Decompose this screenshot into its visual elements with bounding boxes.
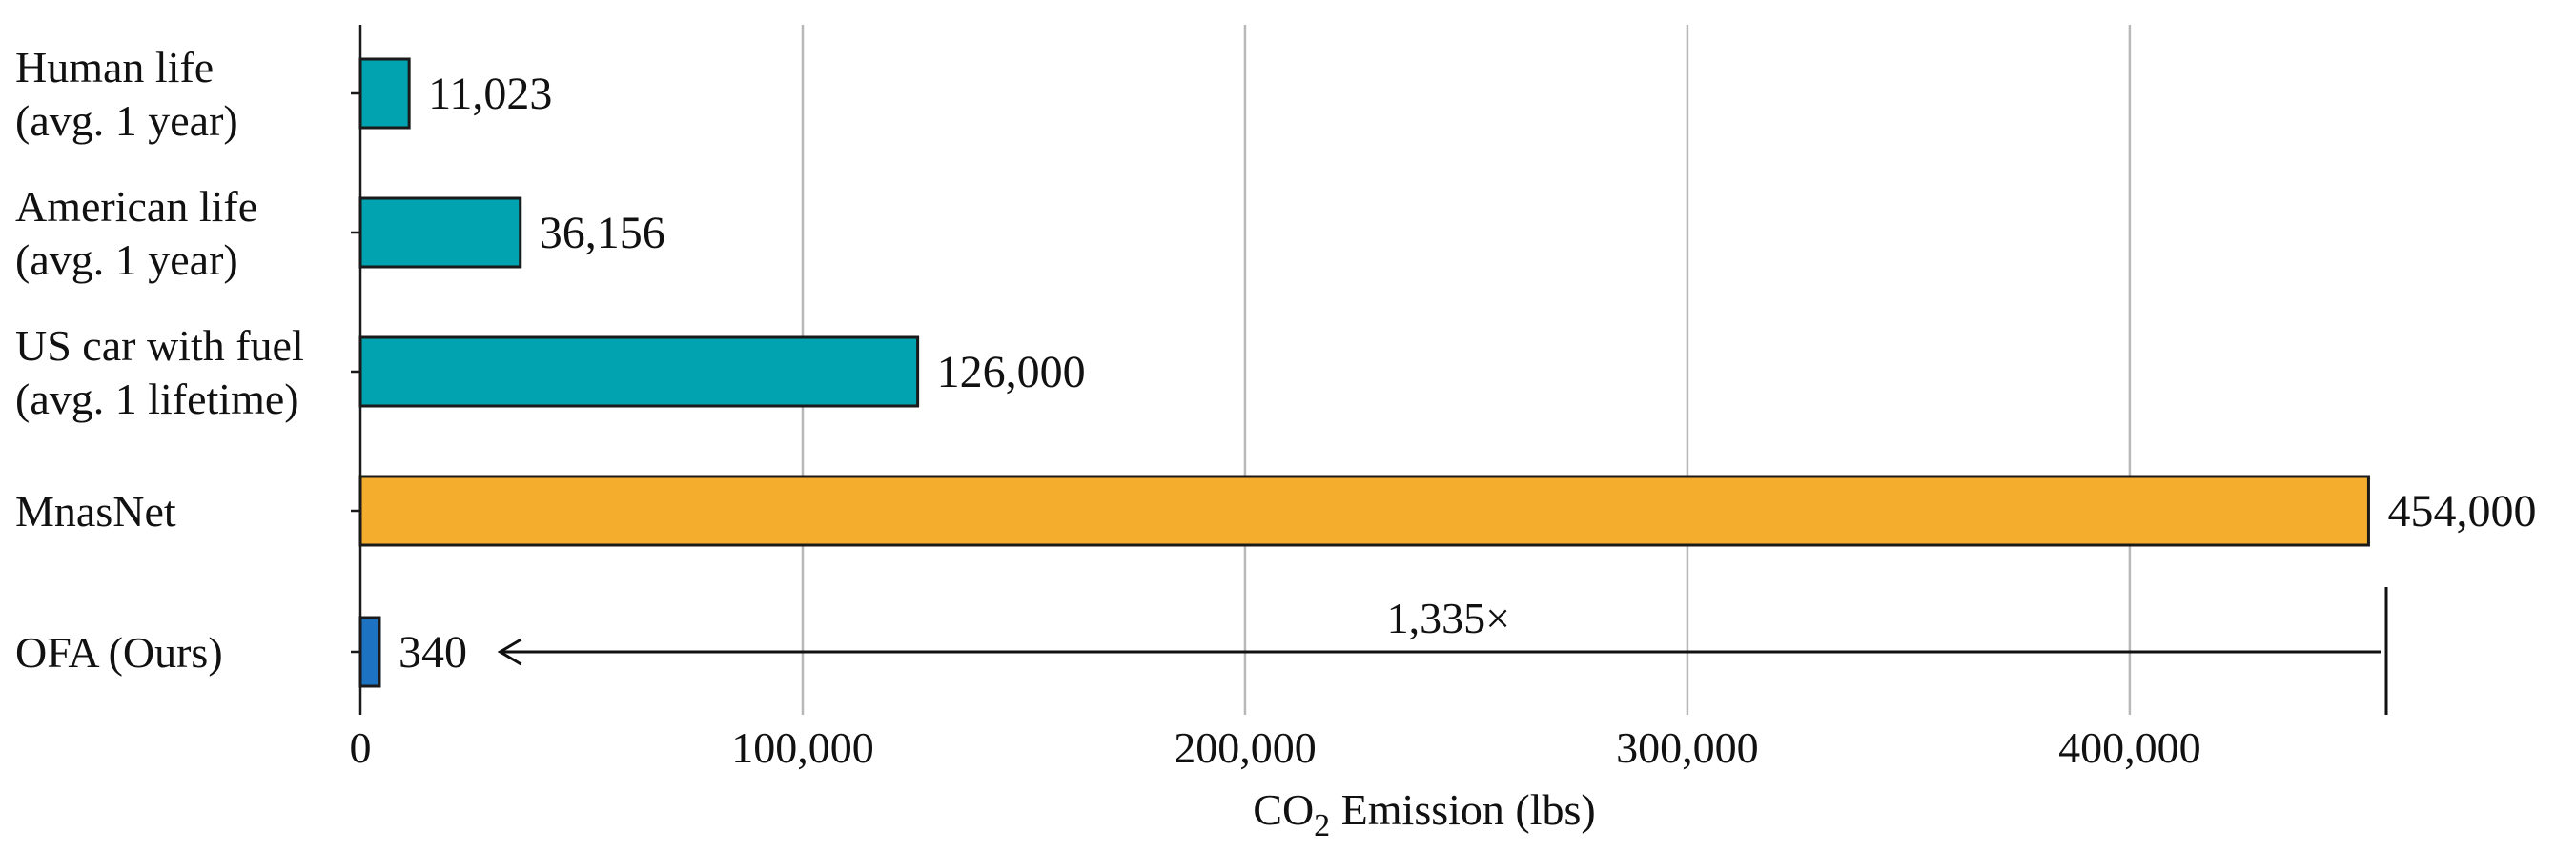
category-label-line: (avg. 1 year) — [15, 96, 238, 145]
labels: 11,023 36,156 126,000 454,000 340 0 100,000 200… — [15, 43, 2536, 772]
annotation-arrow-head — [497, 638, 522, 666]
x-tick-label: 100,000 — [731, 723, 874, 772]
data-label: 340 — [399, 627, 467, 678]
x-tick-label: 300,000 — [1616, 723, 1759, 772]
category-label-line: (avg. 1 year) — [15, 235, 238, 284]
category-label: MnasNet — [15, 487, 176, 536]
category-label: American life (avg. 1 year) — [15, 182, 257, 284]
bar — [358, 475, 2370, 547]
bars — [358, 57, 2370, 688]
bar — [358, 335, 920, 408]
category-label: Human life (avg. 1 year) — [15, 43, 238, 145]
data-label: 454,000 — [2387, 486, 2536, 537]
category-label-line: American life — [15, 182, 257, 231]
x-axis-title-suffix: Emission (lbs) — [1330, 785, 1596, 834]
category-label: US car with fuel (avg. 1 lifetime) — [15, 321, 304, 423]
bar — [358, 57, 411, 130]
annotation: 1,335× — [497, 587, 2388, 715]
x-tick-label: 400,000 — [2058, 723, 2201, 772]
data-label: 126,000 — [937, 347, 1086, 397]
x-axis-title-subscript: 2 — [1314, 808, 1330, 843]
category-label: OFA (Ours) — [15, 628, 223, 677]
axes — [351, 25, 362, 715]
annotation-label: 1,335× — [1387, 594, 1510, 642]
x-axis-title-prefix: CO — [1253, 785, 1314, 834]
category-label-line: US car with fuel — [15, 321, 304, 370]
category-label-line: OFA (Ours) — [15, 628, 223, 677]
category-label-line: (avg. 1 lifetime) — [15, 375, 299, 423]
data-label: 11,023 — [428, 69, 552, 119]
data-label: 36,156 — [540, 208, 665, 258]
x-tick-label: 0 — [350, 723, 372, 772]
x-axis-title: CO2 Emission (lbs) — [1253, 785, 1595, 843]
bar — [358, 616, 381, 688]
bar — [358, 196, 522, 269]
x-tick-label: 200,000 — [1174, 723, 1317, 772]
category-label-line: Human life — [15, 43, 214, 91]
category-label-line: MnasNet — [15, 487, 176, 536]
